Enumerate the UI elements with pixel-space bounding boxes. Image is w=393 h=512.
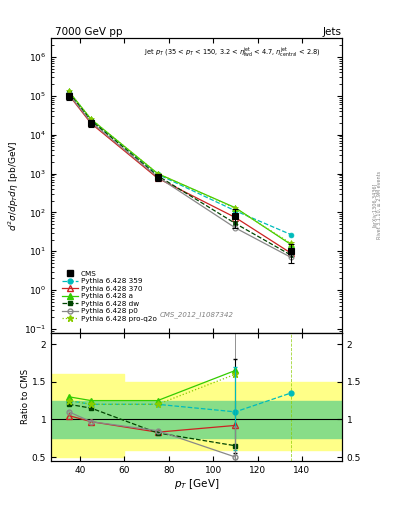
Text: [arXiv:1306.3436]: [arXiv:1306.3436] — [372, 183, 376, 227]
Text: 7000 GeV pp: 7000 GeV pp — [55, 27, 123, 37]
Text: Jet $p_T$ (35 < $p_T$ < 150, 3.2 < $\eta^{\rm jet}_{\rm fwd}$ < 4.7, $\eta^{\rm : Jet $p_T$ (35 < $p_T$ < 150, 3.2 < $\eta… — [144, 46, 321, 59]
X-axis label: $p_T$ [GeV]: $p_T$ [GeV] — [174, 477, 219, 492]
Text: Jets: Jets — [323, 27, 342, 37]
Legend: CMS, Pythia 6.428 359, Pythia 6.428 370, Pythia 6.428 a, Pythia 6.428 dw, Pythia: CMS, Pythia 6.428 359, Pythia 6.428 370,… — [61, 269, 158, 323]
Y-axis label: $d^2\sigma/dp_Td\eta$ [pb/GeV]: $d^2\sigma/dp_Td\eta$ [pb/GeV] — [7, 140, 21, 231]
Text: CMS_2012_I1087342: CMS_2012_I1087342 — [160, 311, 233, 318]
Text: Rivet 3.1.10, ≥ 2.9M events: Rivet 3.1.10, ≥ 2.9M events — [377, 170, 382, 239]
Y-axis label: Ratio to CMS: Ratio to CMS — [22, 369, 31, 424]
